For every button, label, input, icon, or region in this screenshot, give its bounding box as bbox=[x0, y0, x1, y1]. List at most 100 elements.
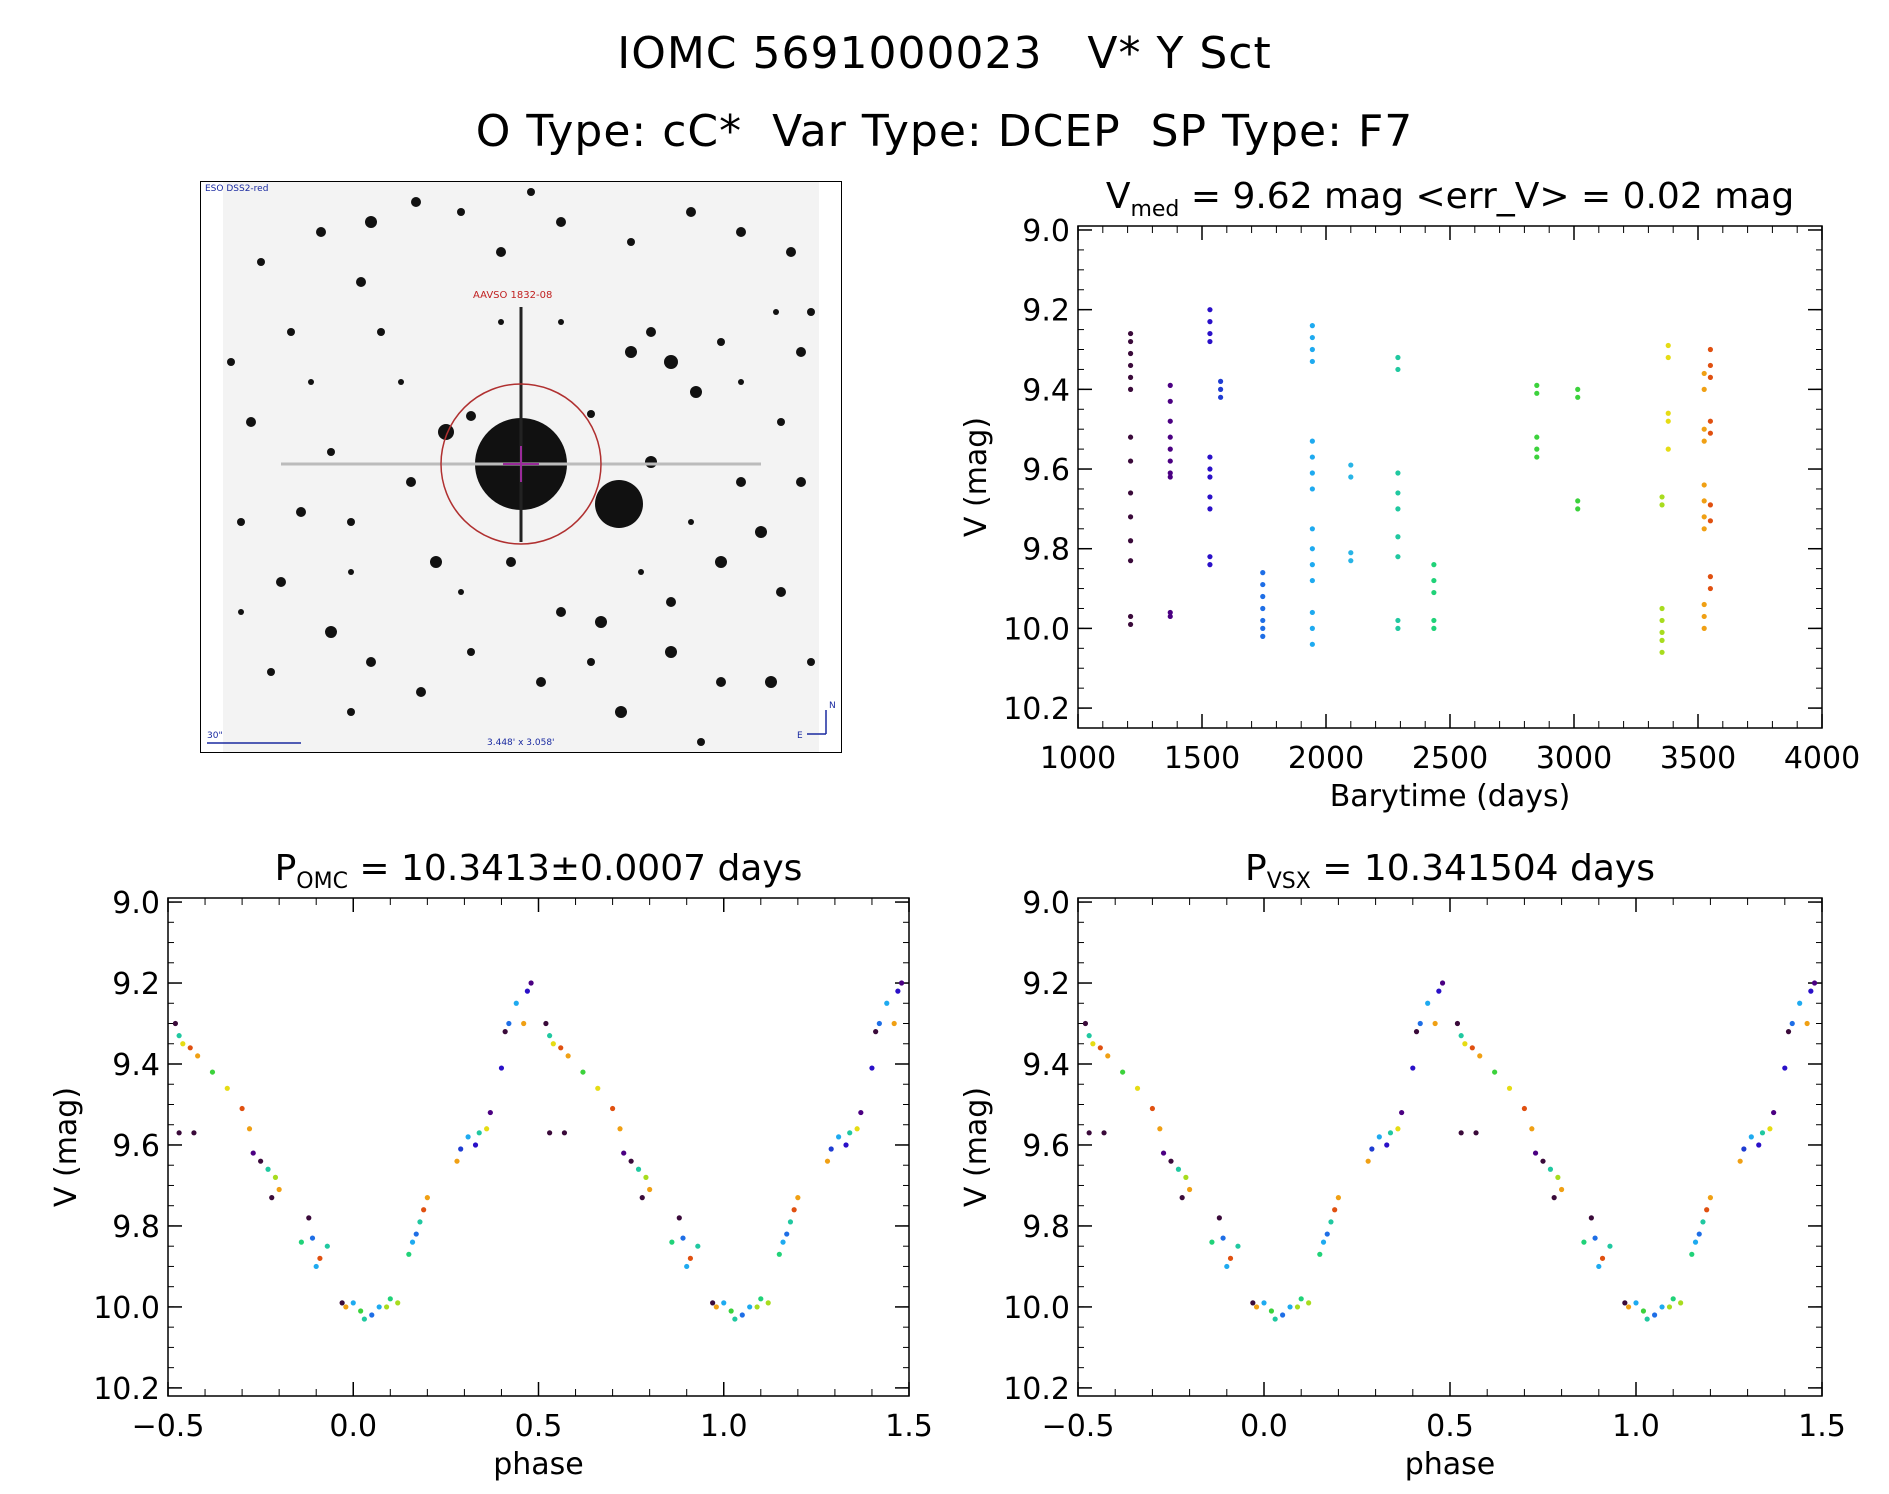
data-point bbox=[1235, 1243, 1241, 1249]
y-tick-label: 9.8 bbox=[112, 1210, 160, 1245]
data-point bbox=[1127, 350, 1134, 357]
data-point bbox=[350, 1300, 356, 1306]
data-point bbox=[898, 980, 905, 986]
star bbox=[430, 556, 442, 568]
data-point bbox=[1534, 446, 1540, 452]
data-point bbox=[458, 1146, 464, 1152]
star bbox=[347, 518, 355, 526]
data-point bbox=[1395, 554, 1401, 560]
y-tick-label: 9.2 bbox=[112, 967, 160, 1002]
data-point bbox=[1707, 502, 1713, 508]
sky-image-panel: ESO DSS2-red AAVSO 1832-08 30" 3.448' x … bbox=[200, 181, 842, 753]
data-point bbox=[543, 1020, 549, 1027]
plot-frame bbox=[167, 897, 910, 1397]
data-point bbox=[1559, 1186, 1565, 1193]
y-tick-label: 9.4 bbox=[1022, 373, 1070, 408]
data-point bbox=[1771, 1109, 1777, 1116]
data-point bbox=[1665, 446, 1671, 452]
x-axis-label: phase bbox=[493, 1447, 584, 1482]
data-point bbox=[1167, 458, 1173, 464]
data-point bbox=[1534, 434, 1540, 440]
data-point bbox=[669, 1239, 675, 1245]
y-tick-label: 10.0 bbox=[1003, 1291, 1070, 1326]
data-point bbox=[413, 1231, 419, 1237]
object-label: AAVSO 1832-08 bbox=[473, 290, 552, 301]
data-point bbox=[1207, 319, 1213, 325]
data-point bbox=[1607, 1243, 1613, 1249]
data-point bbox=[1365, 1158, 1371, 1164]
data-point bbox=[506, 1020, 512, 1027]
data-point bbox=[1469, 1045, 1475, 1051]
data-point bbox=[1348, 550, 1354, 556]
data-point bbox=[621, 1150, 627, 1156]
data-point bbox=[1253, 1304, 1260, 1310]
data-point bbox=[1097, 1045, 1103, 1051]
data-point bbox=[1395, 625, 1401, 631]
data-point bbox=[628, 1158, 634, 1164]
data-point bbox=[1309, 609, 1315, 616]
star bbox=[267, 668, 275, 676]
star bbox=[736, 477, 746, 487]
data-point bbox=[1797, 1000, 1803, 1006]
data-point bbox=[187, 1045, 193, 1051]
data-point bbox=[1127, 374, 1134, 380]
data-point bbox=[1534, 454, 1540, 460]
data-point bbox=[617, 1126, 623, 1132]
data-point bbox=[1640, 1308, 1647, 1314]
star bbox=[686, 207, 696, 217]
data-point bbox=[1105, 1053, 1111, 1059]
data-point bbox=[1207, 307, 1213, 313]
data-point bbox=[1689, 1251, 1695, 1257]
data-point bbox=[1227, 1255, 1234, 1261]
data-point bbox=[421, 1207, 427, 1213]
data-point bbox=[1309, 323, 1315, 329]
data-point bbox=[521, 1020, 527, 1027]
data-point bbox=[1090, 1041, 1096, 1047]
data-point bbox=[1701, 625, 1707, 631]
lightcurve-chart: 9.0 9.2 9.4 9.6 9.8 10.0 10.2 1000 1500 2000 2500 3… bbox=[959, 176, 1860, 814]
data-point bbox=[1439, 980, 1446, 986]
data-point bbox=[1575, 394, 1581, 400]
data-point bbox=[1659, 605, 1665, 612]
data-point bbox=[1309, 526, 1315, 532]
data-point bbox=[1431, 577, 1437, 584]
x-tick-label: 1.0 bbox=[1612, 1409, 1660, 1444]
star bbox=[237, 518, 245, 526]
data-point bbox=[465, 1134, 471, 1140]
data-point bbox=[498, 1065, 505, 1071]
data-point bbox=[1789, 1020, 1795, 1027]
data-point bbox=[1260, 581, 1266, 588]
x-tick-label: 1.0 bbox=[700, 1409, 748, 1444]
star bbox=[227, 358, 235, 366]
star bbox=[406, 477, 416, 487]
star bbox=[690, 386, 702, 398]
data-point bbox=[1348, 558, 1354, 564]
data-point bbox=[1678, 1300, 1684, 1306]
data-point bbox=[361, 1316, 367, 1322]
data-point bbox=[1581, 1239, 1587, 1245]
data-point bbox=[1127, 538, 1134, 544]
data-point bbox=[1175, 1166, 1182, 1172]
data-point bbox=[550, 1041, 556, 1047]
data-point bbox=[1183, 1174, 1189, 1180]
star bbox=[536, 677, 546, 687]
data-point bbox=[1431, 562, 1437, 568]
data-point bbox=[1167, 609, 1173, 616]
data-point bbox=[1167, 398, 1173, 404]
data-point bbox=[472, 1142, 479, 1148]
data-point bbox=[1207, 338, 1213, 345]
data-point bbox=[795, 1195, 801, 1201]
phase-omc-chart: 9.0 9.2 9.4 9.6 9.8 10.0 10.2−0.5 0.0 0.5 1.0 1.5 p… bbox=[49, 848, 933, 1482]
y-tick-label: 9.8 bbox=[1022, 533, 1070, 568]
data-point bbox=[1260, 633, 1266, 639]
data-point bbox=[1425, 1000, 1431, 1006]
data-point bbox=[476, 1130, 482, 1136]
data-point bbox=[1207, 494, 1213, 500]
data-point bbox=[1167, 446, 1173, 452]
x-tick-label: 3500 bbox=[1660, 741, 1736, 776]
x-axis-label: phase bbox=[1405, 1447, 1496, 1482]
y-tick-label: 10.0 bbox=[93, 1291, 160, 1326]
data-point bbox=[1082, 1020, 1089, 1027]
y-tick-label: 9.4 bbox=[1022, 1048, 1070, 1083]
data-point bbox=[635, 1166, 642, 1172]
